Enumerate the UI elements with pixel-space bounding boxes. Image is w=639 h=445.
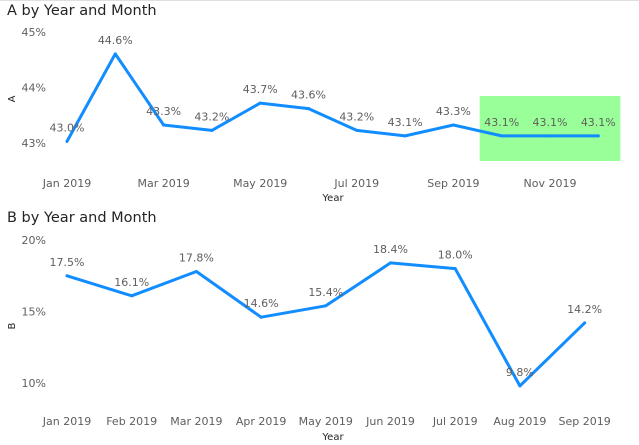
data-label: 9.8% xyxy=(506,366,534,379)
data-point xyxy=(130,294,134,298)
data-label: 16.1% xyxy=(114,276,149,289)
data-point xyxy=(355,128,359,132)
data-point xyxy=(194,269,198,273)
data-point xyxy=(162,123,166,127)
y-tick-label: 44% xyxy=(22,82,46,95)
data-label: 14.6% xyxy=(244,297,279,310)
data-label: 17.5% xyxy=(50,256,85,269)
data-point xyxy=(259,315,263,319)
data-label: 44.6% xyxy=(98,34,133,47)
x-tick-label: Aug 2019 xyxy=(493,415,546,428)
data-label: 43.0% xyxy=(50,121,85,134)
data-label: 18.0% xyxy=(438,249,473,262)
top-divider xyxy=(0,0,639,1)
data-point xyxy=(324,304,328,308)
y-tick-label: 20% xyxy=(22,234,46,247)
data-point xyxy=(453,267,457,271)
data-point xyxy=(583,321,587,325)
y-tick-label: 15% xyxy=(22,306,46,319)
data-point xyxy=(596,134,600,138)
data-label: 43.1% xyxy=(388,116,423,129)
data-label: 17.8% xyxy=(179,251,214,264)
data-point xyxy=(451,123,455,127)
data-point xyxy=(389,261,392,265)
x-tick-label: Jul 2019 xyxy=(333,177,379,190)
x-axis-title: Year xyxy=(321,193,344,204)
data-label: 18.4% xyxy=(373,243,408,256)
chart-a-visual[interactable]: A by Year and Month 45% 44% 43% Jan 2019 Mar… xyxy=(0,0,639,210)
data-label: 43.3% xyxy=(436,105,471,118)
data-label: 43.6% xyxy=(291,89,326,102)
x-tick-label: Apr 2019 xyxy=(236,415,287,428)
series-line xyxy=(65,52,600,143)
data-label: 43.7% xyxy=(243,83,278,96)
highlight-box xyxy=(479,96,621,161)
x-tick-label: Feb 2019 xyxy=(106,415,157,428)
y-tick-label: 10% xyxy=(22,377,46,390)
chart-a-title: A by Year and Month xyxy=(7,3,157,19)
x-tick-label: May 2019 xyxy=(299,415,353,428)
data-point xyxy=(500,134,504,138)
data-point xyxy=(65,274,69,278)
data-label: 14.2% xyxy=(567,303,602,316)
data-label: 15.4% xyxy=(308,286,343,299)
x-tick-label: Mar 2019 xyxy=(137,177,189,190)
y-axis-title: A xyxy=(7,95,18,102)
x-tick-label: Mar 2019 xyxy=(170,415,222,428)
x-tick-label: May 2019 xyxy=(233,177,287,190)
data-label: 43.1% xyxy=(533,116,568,129)
x-tick-label: Jan 2019 xyxy=(42,415,91,428)
x-axis-title: Year xyxy=(321,432,344,443)
x-tick-label: Jul 2019 xyxy=(432,415,478,428)
chart-b-title: B by Year and Month xyxy=(7,210,157,226)
data-point xyxy=(210,128,214,132)
data-label: 43.1% xyxy=(581,116,616,129)
x-tick-label: Sep 2019 xyxy=(558,415,610,428)
data-point xyxy=(65,139,69,143)
chart-b-plot[interactable]: 20% 15% 10% Jan 2019 Feb 2019 Mar 2019 Apr 201… xyxy=(0,210,639,445)
x-tick-label: Jan 2019 xyxy=(42,177,91,190)
data-point xyxy=(307,107,310,111)
y-axis-title: B xyxy=(7,322,18,329)
data-label: 43.3% xyxy=(146,105,181,118)
data-point xyxy=(518,384,522,388)
x-tick-label: Sep 2019 xyxy=(427,177,479,190)
chart-b-visual[interactable]: B by Year and Month 20% 15% 10% Jan 2019 Feb… xyxy=(0,210,639,445)
x-tick-label: Nov 2019 xyxy=(524,177,577,190)
data-label: 43.1% xyxy=(484,116,519,129)
x-tick-label: Jun 2019 xyxy=(365,415,415,428)
chart-a-plot[interactable]: 45% 44% 43% Jan 2019 Mar 2019 May 2019 Jul 201… xyxy=(0,0,639,210)
data-point xyxy=(113,52,117,56)
data-point xyxy=(403,134,407,138)
y-tick-label: 43% xyxy=(22,137,46,150)
data-label: 43.2% xyxy=(194,110,229,123)
data-point xyxy=(548,134,552,138)
data-label: 43.2% xyxy=(339,110,374,123)
y-tick-label: 45% xyxy=(22,26,46,39)
data-point xyxy=(258,101,262,105)
